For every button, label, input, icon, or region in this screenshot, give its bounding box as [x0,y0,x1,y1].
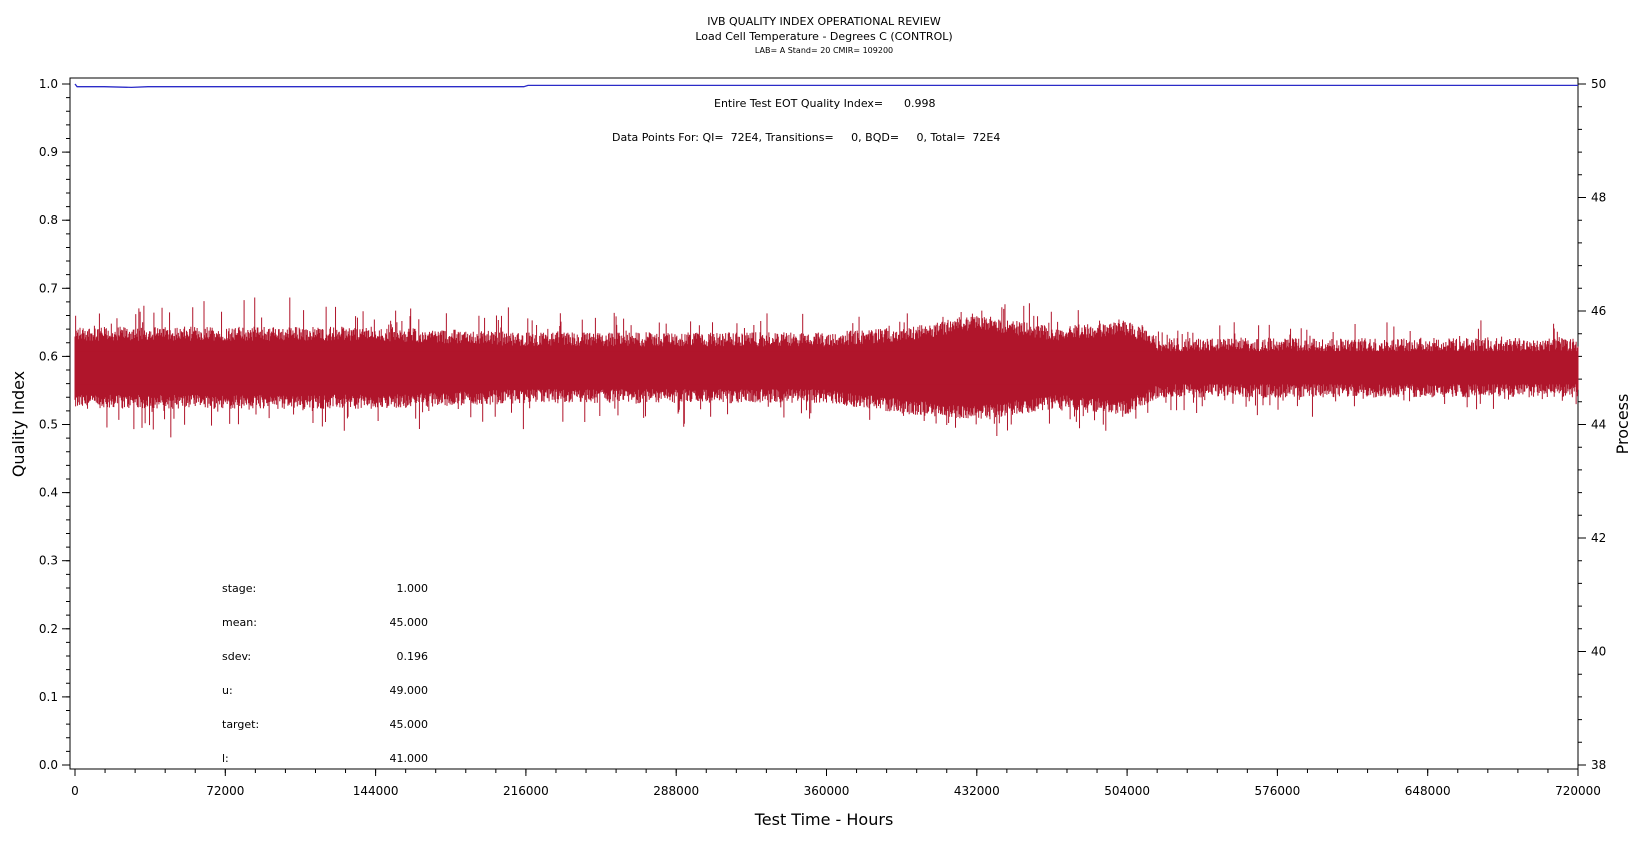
stat-label-mean: mean: [222,616,257,629]
plot-frame [69,77,1579,770]
y-left-tick-label: 0.7 [39,281,58,295]
y-right-tick-label: 48 [1591,191,1606,205]
x-axis-label: Test Time - Hours [754,810,894,829]
y-left-tick-label: 0.2 [39,622,58,636]
quality-index-line [74,83,1578,89]
x-tick-label: 144000 [353,784,399,798]
stat-value-stage: 1.000 [397,582,429,595]
chart-subtitle-2: LAB= A Stand= 20 CMIR= 109200 [755,46,893,55]
stat-label-target: target: [222,718,259,731]
x-tick-label: 288000 [653,784,699,798]
stat-value-lower: 41.000 [390,752,429,765]
y-left-axis-ticks: 0.0 0.1 0.2 0.3 0.4 0.5 0.6 0.7 0.8 0.9 1.0 [39,77,70,772]
stat-value-upper: 49.000 [390,684,429,697]
x-axis-ticks: 0 72000 144000 216000 288000 360000 432000 5040… [71,769,1601,798]
y-left-tick-label: 0.9 [39,145,58,159]
x-tick-label: 720000 [1555,784,1601,798]
stat-value-mean: 45.000 [390,616,429,629]
chart-subtitle: Load Cell Temperature - Degrees C (CONTR… [695,30,952,43]
x-tick-label: 72000 [206,784,244,798]
eot-quality-label: Entire Test EOT Quality Index= [714,97,883,110]
minor-ticks [66,83,1582,773]
x-tick-label: 576000 [1254,784,1300,798]
chart-title: IVB QUALITY INDEX OPERATIONAL REVIEW [707,15,941,28]
x-tick-label: 648000 [1405,784,1451,798]
x-tick-label: 216000 [503,784,549,798]
quality-index-series [74,83,1578,89]
data-points-summary: Data Points For: QI= 72E4, Transitions= … [612,131,1000,144]
y-left-axis-label: Quality Index [9,371,28,477]
eot-quality-value: 0.998 [904,97,936,110]
y-right-tick-label: 42 [1591,531,1606,545]
x-tick-label: 0 [71,784,79,798]
y-left-tick-label: 0.3 [39,554,58,568]
y-left-tick-label: 0.6 [39,349,58,363]
y-left-tick-label: 0.8 [39,213,58,227]
y-right-tick-label: 40 [1591,645,1606,659]
y-right-axis-ticks: 38 40 42 44 46 48 50 [1578,77,1606,772]
process-core-band [75,351,1578,385]
y-right-tick-label: 44 [1591,418,1606,432]
x-tick-label: 504000 [1104,784,1150,798]
y-left-tick-label: 0.5 [39,418,58,432]
y-right-tick-label: 46 [1591,304,1606,318]
stats-block: stage: 1.000 mean: 45.000 sdev: 0.196 u:… [222,582,428,765]
y-left-tick-label: 1.0 [39,77,58,91]
stat-label-lower: l: [222,752,229,765]
x-tick-label: 360000 [804,784,850,798]
y-left-tick-label: 0.1 [39,690,58,704]
y-right-tick-label: 38 [1591,758,1606,772]
minor-tick-marks [66,83,1582,773]
process-series [74,297,1579,438]
y-right-axis-label: Process [1613,394,1632,455]
stat-label-stage: stage: [222,582,256,595]
stat-label-upper: u: [222,684,233,697]
y-left-tick-label: 0.4 [39,486,58,500]
x-tick-label: 432000 [954,784,1000,798]
y-right-tick-label: 50 [1591,77,1606,91]
y-left-tick-label: 0.0 [39,758,58,772]
stat-label-sdev: sdev: [222,650,251,663]
stat-value-target: 45.000 [390,718,429,731]
stat-value-sdev: 0.196 [397,650,429,663]
